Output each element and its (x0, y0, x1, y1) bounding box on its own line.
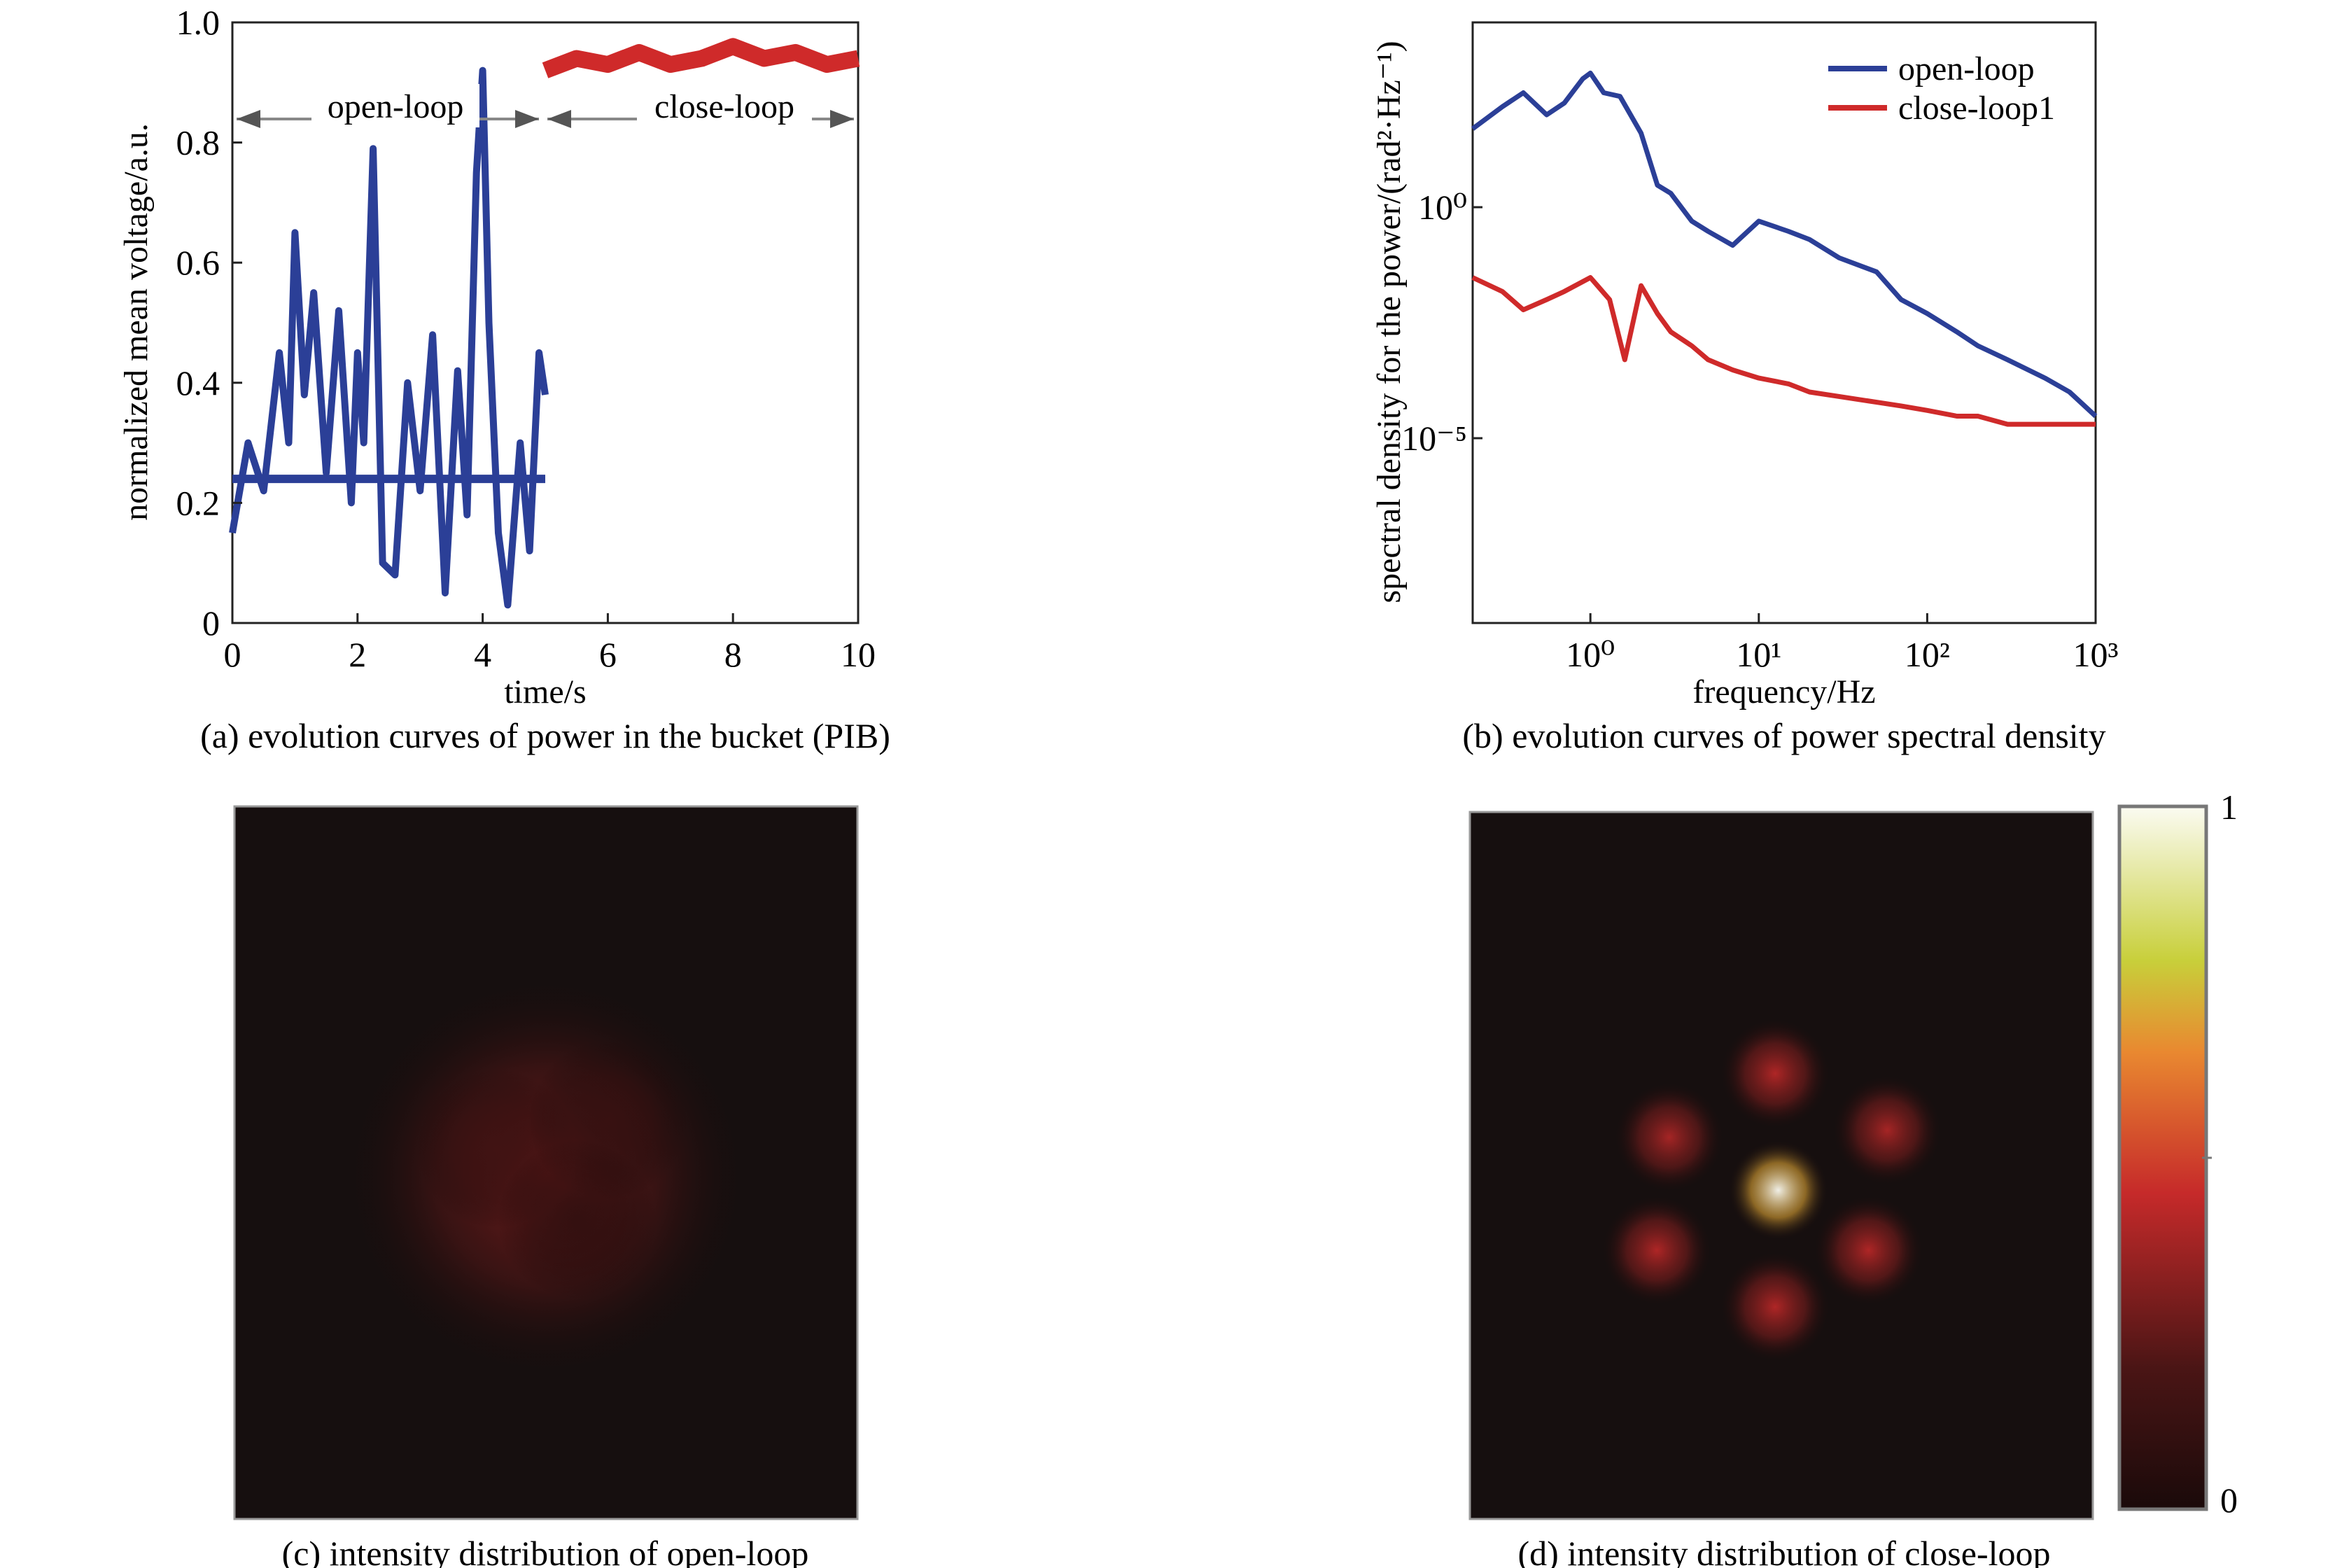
caption-c: (c) intensity distribution of open-loop (282, 1534, 809, 1568)
close-loop-psd-trace (1471, 275, 2096, 427)
panel-b: 10⁰ 10¹ 10² 10³ 10⁰ 10⁻⁵ open-loop close-loop… (1370, 21, 2119, 755)
panel-a-xlabel: time/s (504, 673, 586, 710)
panel-a-xtick-label: 8 (724, 635, 742, 674)
panel-a-xtick-label: 4 (474, 635, 491, 674)
close-loop-label: close-loop (654, 88, 794, 125)
panel-a-series (229, 38, 860, 609)
panel-b-ytick-label: 10⁻⁵ (1401, 419, 1467, 458)
panel-b-xtick-label: 10⁰ (1566, 635, 1615, 674)
colorbar-max-label: 1 (2220, 788, 2238, 827)
panel-b-series (1471, 70, 2098, 427)
panel-d-spots (1601, 1018, 1942, 1362)
panel-b-ticks: 10⁰ 10¹ 10² 10³ 10⁰ 10⁻⁵ (1401, 188, 2118, 674)
panel-a-ytick-label: 0.2 (176, 483, 220, 522)
panel-d-spot (1728, 1140, 1828, 1240)
panel-d-spot (1601, 1195, 1712, 1306)
panel-d-spot (1614, 1082, 1725, 1192)
close-loop-arrow-right-head (830, 110, 854, 128)
close-loop-arrow-left-head (547, 110, 571, 128)
panel-c: (c) intensity distribution of open-loop (233, 805, 859, 1568)
open-loop-label: open-loop (328, 88, 464, 125)
caption-a: (a) evolution curves of power in the buc… (200, 716, 890, 755)
panel-a-ytick-label: 0 (202, 603, 220, 643)
open-loop-psd-trace (1471, 70, 2098, 419)
panel-b-xtick-label: 10³ (2073, 635, 2119, 674)
panel-a-ytick-label: 0.8 (176, 123, 220, 162)
panel-a-xtick-label: 0 (224, 635, 241, 674)
panel-b-legend: open-loop close-loop1 (1828, 50, 2055, 127)
panel-b-xtick-label: 10² (1905, 635, 1950, 674)
open-loop-arrow-left-head (237, 110, 260, 128)
panel-a-annotations: open-loop close-loop (237, 84, 854, 128)
panel-d-spot (1814, 1195, 1923, 1306)
colorbar-min-label: 0 (2220, 1480, 2238, 1520)
panel-b-plot-area (1471, 21, 2097, 624)
panel-a-ytick-label: 0.4 (176, 363, 220, 402)
panel-d-spot (1832, 1075, 1942, 1185)
open-loop-label-bg (311, 84, 479, 127)
caption-b: (b) evolution curves of power spectral d… (1462, 716, 2105, 755)
panel-d-spot (1720, 1018, 1830, 1128)
panel-a-ticks: 0 2 4 6 8 10 0 0.2 0.4 0.6 0.8 1.0 (176, 3, 876, 674)
panel-a-xtick-label: 2 (349, 635, 366, 674)
open-loop-arrow-right-head (515, 110, 539, 128)
panel-a-ytick-label: 0.6 (176, 243, 220, 282)
panel-b-ylabel: spectral density for the power/(rad²·Hz⁻… (1370, 41, 1408, 603)
caption-d: (d) intensity distribution of close-loop (1517, 1534, 2050, 1568)
panel-c-spot (497, 1140, 657, 1300)
panel-a: 0 2 4 6 8 10 0 0.2 0.4 0.6 0.8 1.0 open-loop close-… (118, 3, 890, 755)
panel-a-ytick-label: 1.0 (176, 3, 220, 42)
panel-b-xtick-label: 10¹ (1736, 635, 1781, 674)
colorbar (2117, 804, 2208, 1511)
close-loop-label-bg (637, 84, 812, 127)
legend-open-loop-label: open-loop (1898, 50, 2035, 88)
open-loop-trace (229, 66, 549, 609)
panel-c-spots (346, 977, 745, 1377)
panel-a-xtick-label: 6 (599, 635, 617, 674)
panel-b-ytick-label: 10⁰ (1418, 188, 1467, 227)
panel-d-spot (1720, 1252, 1830, 1362)
panel-a-xtick-label: 10 (841, 635, 876, 674)
panel-d: 1 0 (d) intensity distribution of close-… (1468, 788, 2238, 1568)
close-loop-trace (542, 38, 860, 78)
legend-close-loop-label: close-loop1 (1898, 90, 2055, 127)
panel-b-xlabel: frequency/Hz (1692, 673, 1875, 710)
panel-a-ylabel: normalized mean voltage/a.u. (118, 123, 155, 521)
